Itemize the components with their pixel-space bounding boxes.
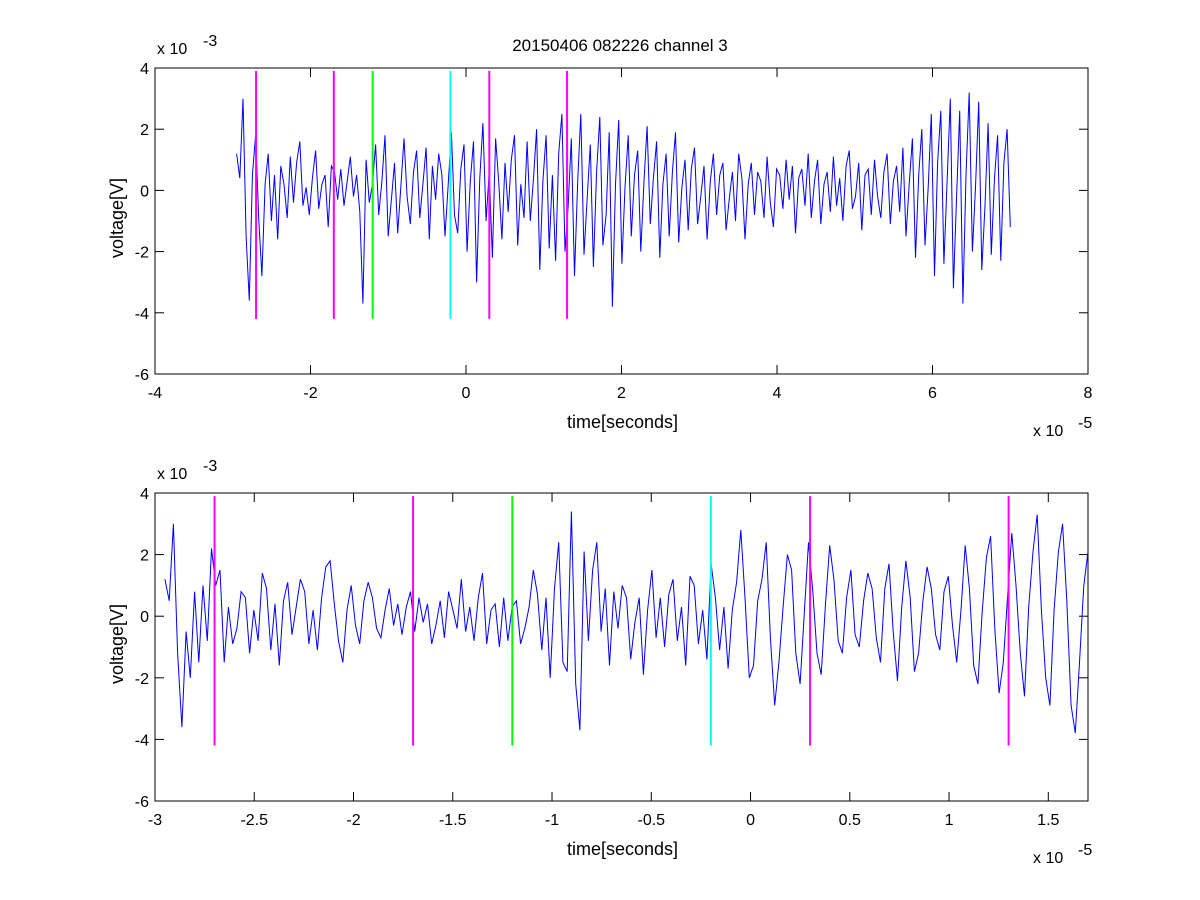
x-tick-label: 0 [462, 385, 471, 402]
axes-box [154, 492, 1089, 802]
x-exponent-power: -5 [1078, 842, 1092, 859]
y-exponent-base: x 10 [157, 41, 187, 58]
y-axis-label: voltage[V] [107, 178, 127, 258]
y-tick-label: 0 [140, 183, 149, 200]
y-tick-label: -4 [135, 306, 149, 323]
y-tick-label: -6 [135, 367, 149, 384]
x-exponent-base: x 10 [1033, 423, 1063, 440]
x-axis-label: time[seconds] [567, 839, 678, 859]
x-tick-label: -0.5 [637, 812, 665, 829]
y-tick-label: 0 [140, 609, 149, 626]
x-tick-label: 8 [1084, 385, 1093, 402]
y-tick-label: 2 [140, 122, 149, 139]
y-tick-label: 2 [140, 548, 149, 565]
x-tick-label: 6 [928, 385, 937, 402]
voltage-trace [164, 511, 1088, 734]
figure-title: 20150406 082226 channel 3 [512, 36, 728, 55]
x-tick-label: -4 [148, 385, 162, 402]
y-tick-label: 4 [140, 61, 149, 78]
x-tick-label: -2.5 [240, 812, 268, 829]
x-tick-label: -1.5 [439, 812, 467, 829]
x-exponent-base: x 10 [1033, 850, 1063, 867]
y-tick-label: -4 [135, 732, 149, 749]
y-exponent-power: -3 [203, 33, 217, 50]
y-axis-label: voltage[V] [107, 604, 127, 684]
voltage-trace [236, 92, 1011, 307]
x-tick-label: -1 [545, 812, 559, 829]
x-tick-label: 0 [746, 812, 755, 829]
y-tick-label: 4 [140, 486, 149, 503]
axes-box [154, 67, 1089, 375]
x-tick-label: -2 [303, 385, 317, 402]
y-tick-label: -2 [135, 671, 149, 688]
y-tick-label: -2 [135, 245, 149, 262]
y-exponent-power: -3 [203, 458, 217, 475]
x-tick-label: 0.5 [839, 812, 861, 829]
x-exponent-power: -5 [1078, 415, 1092, 432]
x-tick-label: -2 [346, 812, 360, 829]
x-tick-label: 1 [945, 812, 954, 829]
x-tick-label: 4 [773, 385, 782, 402]
x-tick-label: 1.5 [1037, 812, 1059, 829]
y-tick-label: -6 [135, 794, 149, 811]
y-exponent-base: x 10 [157, 466, 187, 483]
x-tick-label: 2 [617, 385, 626, 402]
top-plot-panel: -4 -2 0 2 4 6 8-6-4-2024time[seconds]voltage[V… [107, 33, 1093, 440]
x-tick-label: -3 [148, 812, 162, 829]
x-axis-label: time[seconds] [567, 412, 678, 432]
bottom-plot-panel: -3 -2.5 -2 -1.5 -1 -0.5 0 0.5 1 1.5 -6 -4 -2 0 2 4 time[… [107, 458, 1092, 867]
